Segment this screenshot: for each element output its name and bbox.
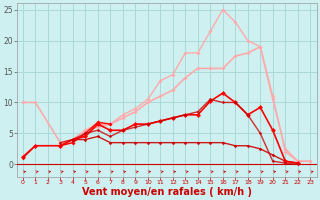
- X-axis label: Vent moyen/en rafales ( km/h ): Vent moyen/en rafales ( km/h ): [82, 187, 252, 197]
